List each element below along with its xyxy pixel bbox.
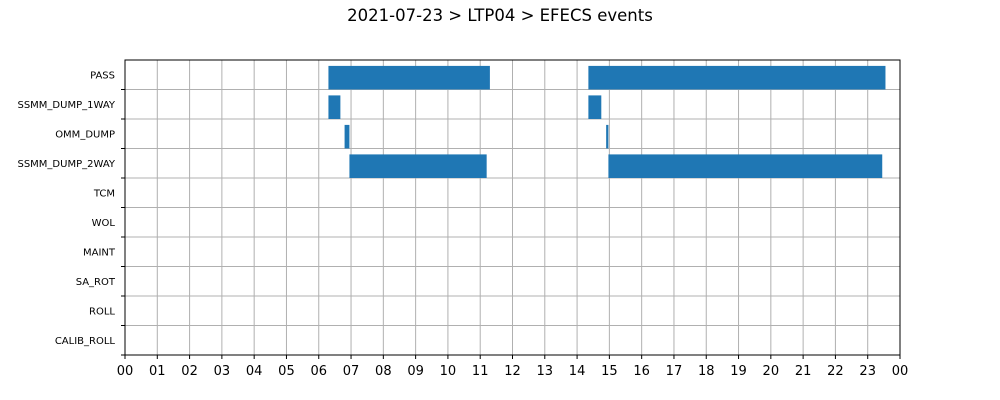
x-tick-label: 20 bbox=[763, 364, 780, 379]
y-tick-label: WOL bbox=[92, 218, 116, 229]
x-tick-label: 14 bbox=[569, 364, 586, 379]
x-tick-label: 00 bbox=[117, 364, 134, 379]
y-tick-label: ROLL bbox=[89, 306, 115, 317]
x-tick-label: 10 bbox=[440, 364, 457, 379]
y-tick-label: PASS bbox=[90, 70, 115, 81]
x-tick-label: 15 bbox=[601, 364, 618, 379]
event-bar bbox=[588, 95, 602, 119]
x-tick-label: 13 bbox=[537, 364, 554, 379]
y-tick-label: SSMM_DUMP_1WAY bbox=[17, 100, 115, 111]
x-tick-label: 05 bbox=[278, 364, 295, 379]
x-tick-label: 17 bbox=[666, 364, 683, 379]
x-tick-label: 07 bbox=[343, 364, 360, 379]
chart-title: 2021-07-23 > LTP04 > EFECS events bbox=[347, 6, 653, 25]
x-tick-label: 19 bbox=[730, 364, 747, 379]
x-axis: 00 01 02 03 04 05 06 07 08 09 10 11 12 13 14 15 16 17 18 19… bbox=[117, 355, 909, 379]
event-bar bbox=[328, 95, 341, 119]
y-tick-label: SA_ROT bbox=[76, 277, 116, 288]
event-bar bbox=[608, 154, 883, 178]
y-tick-label: TCM bbox=[93, 188, 115, 199]
event-bar bbox=[606, 124, 609, 149]
x-tick-label: 16 bbox=[633, 364, 650, 379]
event-bar bbox=[349, 154, 487, 178]
x-tick-label: 03 bbox=[214, 364, 231, 379]
event-bar bbox=[328, 65, 490, 90]
x-tick-label: 08 bbox=[375, 364, 392, 379]
y-tick-label: OMM_DUMP bbox=[55, 129, 115, 140]
x-tick-label: 06 bbox=[310, 364, 327, 379]
x-tick-label: 00 bbox=[892, 364, 909, 379]
x-tick-label: 21 bbox=[795, 364, 812, 379]
x-tick-label: 18 bbox=[698, 364, 715, 379]
y-tick-label: CALIB_ROLL bbox=[55, 336, 116, 347]
x-tick-label: 12 bbox=[504, 364, 521, 379]
event-bar bbox=[344, 124, 350, 149]
event-bar bbox=[588, 65, 886, 90]
event-bars bbox=[328, 65, 886, 178]
x-tick-label: 01 bbox=[149, 364, 166, 379]
x-tick-label: 22 bbox=[827, 364, 844, 379]
grid-lines bbox=[125, 60, 900, 355]
y-tick-label: SSMM_DUMP_2WAY bbox=[17, 159, 115, 170]
x-tick-label: 09 bbox=[407, 364, 424, 379]
y-tick-label: MAINT bbox=[83, 247, 116, 258]
x-tick-label: 11 bbox=[472, 364, 489, 379]
x-tick-label: 02 bbox=[181, 364, 198, 379]
x-tick-label: 04 bbox=[246, 364, 263, 379]
x-tick-label: 23 bbox=[859, 364, 876, 379]
y-axis: PASS SSMM_DUMP_1WAY OMM_DUMP SSMM_DUMP_2WAY… bbox=[17, 70, 125, 356]
